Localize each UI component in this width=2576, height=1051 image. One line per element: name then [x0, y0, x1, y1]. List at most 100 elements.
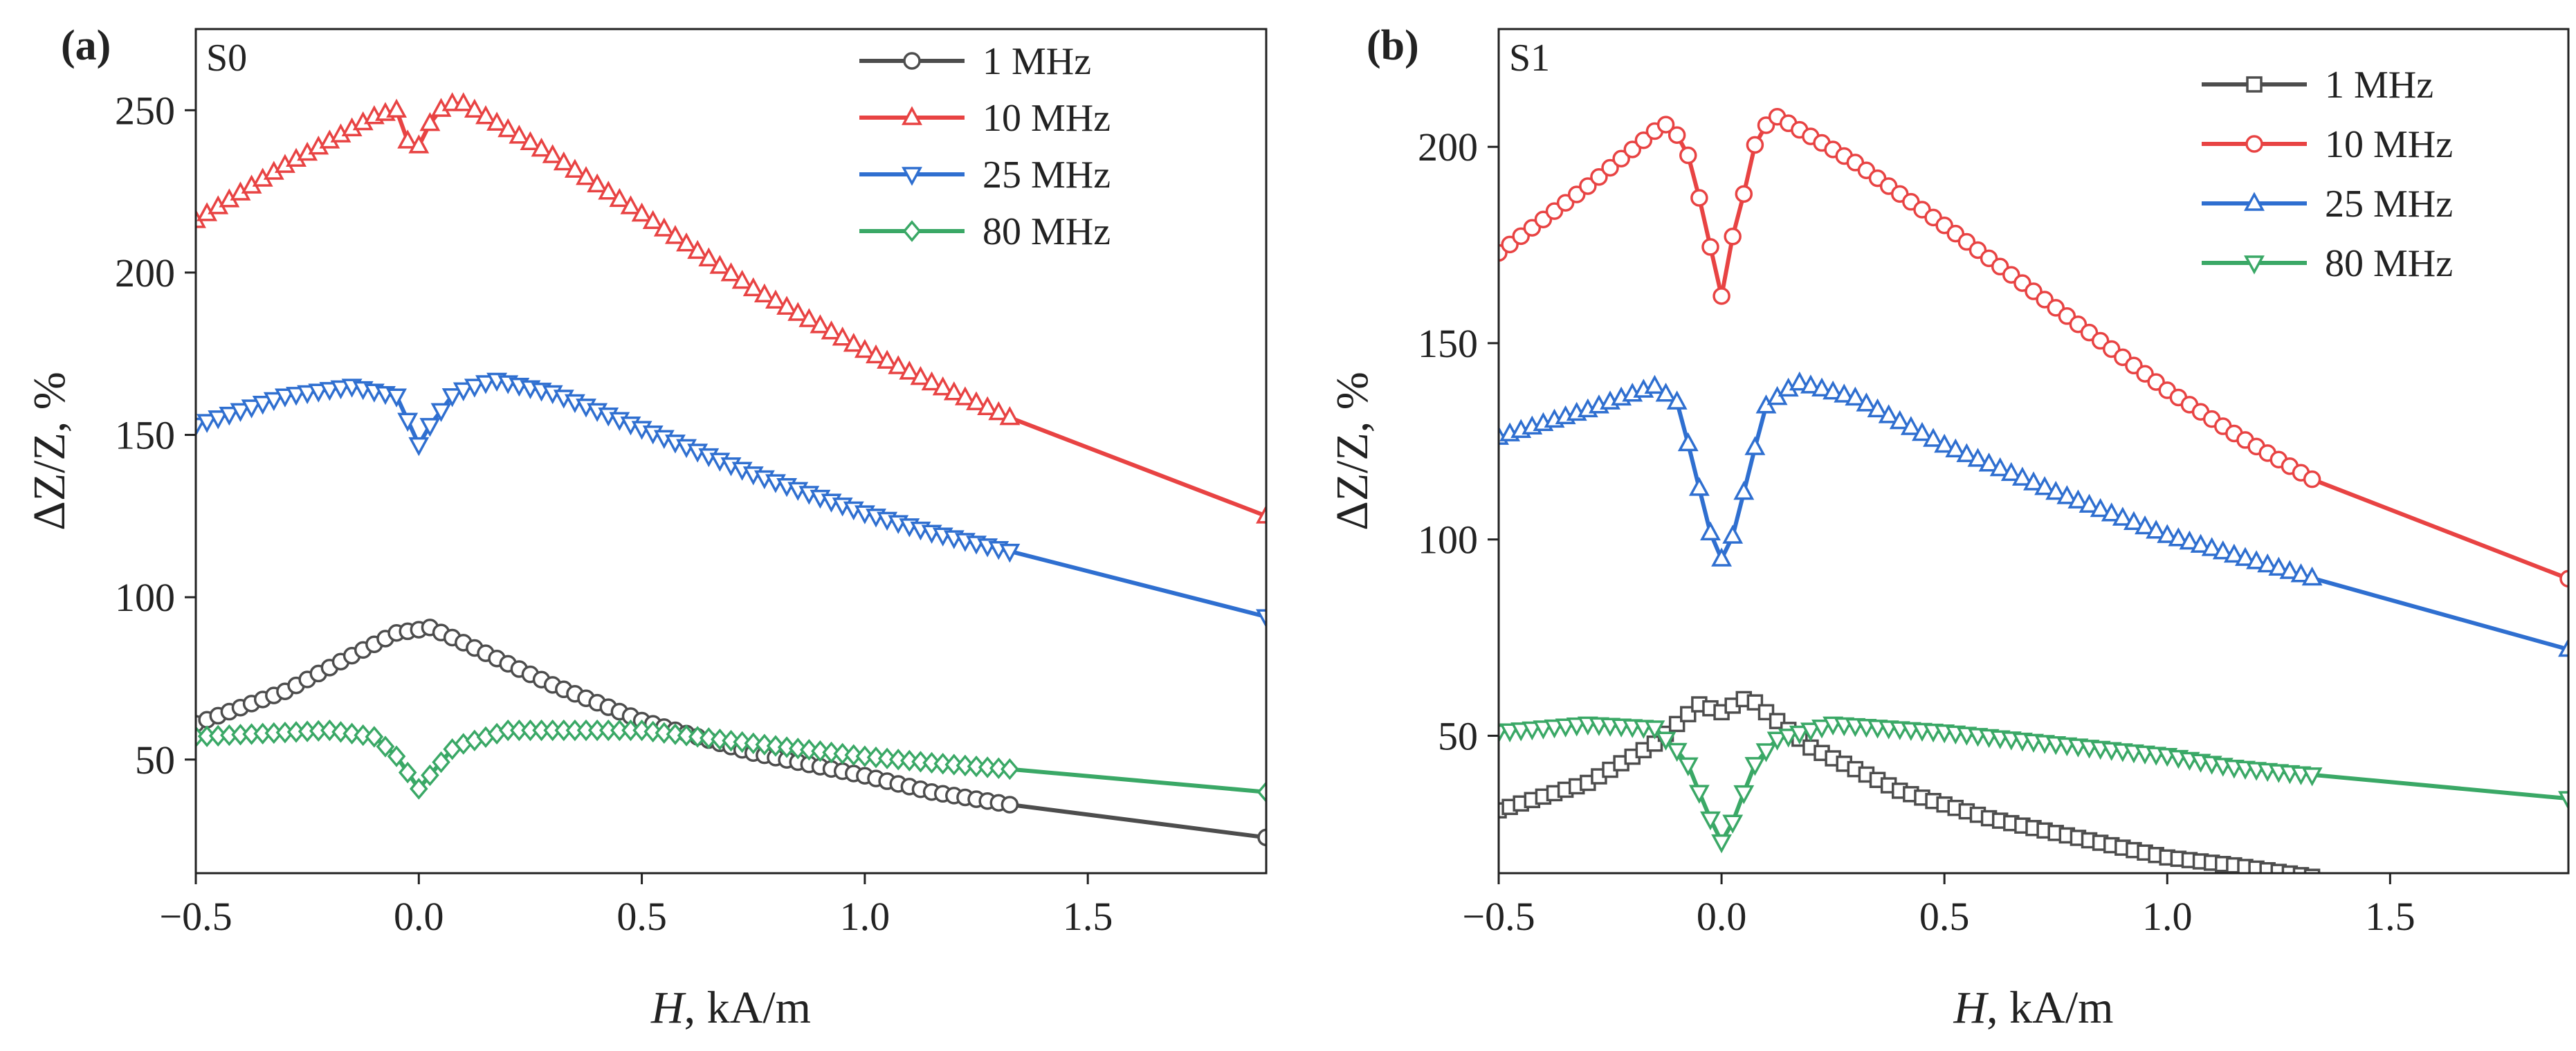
legend-label: 1 MHz [2325, 64, 2433, 107]
data-point [1834, 383, 1855, 403]
data-point [387, 745, 406, 767]
x-tick-label: 0.5 [616, 894, 667, 939]
data-point [408, 437, 430, 457]
data-point [241, 399, 262, 419]
data-point [2246, 550, 2267, 569]
data-point [877, 349, 898, 369]
data-point [2268, 556, 2290, 576]
data-point [800, 738, 819, 761]
data-point [486, 111, 508, 131]
axes-frame [1497, 28, 2570, 875]
data-point [1690, 189, 1708, 207]
data-point [765, 289, 786, 309]
x-tick-label: −0.5 [1462, 894, 1535, 939]
data-point [2212, 540, 2234, 560]
x-axis-label-unit: , kA/m [1986, 983, 2113, 1033]
data-point [409, 778, 428, 800]
data-point [967, 755, 986, 778]
data-point [453, 382, 474, 402]
data-point [1700, 521, 1721, 540]
data-point [1722, 814, 1744, 834]
data-point [2190, 533, 2211, 553]
data-point [386, 388, 408, 408]
data-point [1878, 404, 1899, 423]
x-axis-label-symbol: H [650, 983, 686, 1033]
data-point [900, 749, 919, 772]
data-point [855, 745, 875, 767]
data-point [642, 210, 664, 230]
data-point [419, 112, 441, 131]
data-point [520, 131, 541, 150]
data-point [954, 386, 976, 405]
data-point [977, 396, 998, 416]
data-point [1668, 126, 1686, 144]
legend: 1 MHz 10 MHz 25 MHz 80 MHz [2202, 64, 2453, 285]
data-point [877, 747, 897, 769]
data-point [777, 736, 796, 758]
data-point [1735, 185, 1753, 203]
legend-label: 80 MHz [2325, 242, 2453, 285]
data-point [1688, 785, 1710, 804]
data-point [1634, 131, 1653, 149]
plot-area [1499, 107, 2568, 873]
data-point [744, 732, 763, 755]
data-point [1923, 428, 1944, 447]
data-point [564, 158, 585, 178]
y-tick-label: 50 [1438, 713, 1478, 758]
data-point [2067, 489, 2089, 509]
data-point [911, 751, 930, 773]
legend-item: 10 MHz [2202, 123, 2453, 166]
legend-item: 10 MHz [859, 97, 1111, 140]
data-point [978, 756, 997, 778]
x-tick-label: 1.0 [2142, 894, 2193, 939]
data-point [921, 371, 942, 391]
legend-label: 10 MHz [2325, 123, 2453, 166]
data-point [1590, 167, 1608, 186]
y-tick-label: 100 [115, 575, 175, 620]
data-point [1612, 149, 1630, 168]
data-point [899, 360, 920, 380]
data-point [1700, 811, 1721, 831]
x-tick-label: 1.0 [840, 894, 890, 939]
data-point [798, 308, 820, 327]
data-point [2011, 466, 2033, 486]
data-point [1956, 443, 1977, 462]
legend-label: 80 MHz [983, 210, 1111, 253]
x-axis-label: H, kA/m [650, 983, 811, 1033]
data-point [620, 195, 641, 214]
data-point [1811, 377, 1832, 397]
data-point [509, 125, 530, 144]
data-point [1644, 720, 1665, 740]
data-point [811, 740, 830, 762]
y-axis-label: ΔZ/Z, % [24, 372, 75, 530]
data-point [944, 753, 964, 776]
data-point [688, 726, 707, 748]
data-point [252, 396, 273, 415]
data-point [2023, 471, 2044, 491]
data-point [2559, 569, 2568, 588]
data-point [331, 721, 350, 743]
data-point [1711, 547, 1733, 567]
legend-marker [2246, 76, 2263, 93]
data-point [475, 375, 496, 394]
y-tick-label: 50 [135, 738, 175, 783]
legend-label: 10 MHz [983, 97, 1111, 140]
x-tick-label: 0.5 [1919, 894, 1970, 939]
data-point [631, 202, 652, 222]
data-point [1666, 390, 1688, 410]
data-point [1001, 758, 1019, 780]
chart-panel-b: −0.5 0.0 0.5 1.0 1.5 50 100 150 200 H, kA/m ΔZ/Z, … [1327, 22, 2570, 1033]
data-point [810, 314, 831, 333]
data-point [1856, 392, 1877, 412]
data-point [822, 741, 841, 764]
legend-item: 80 MHz [859, 210, 1111, 253]
data-point [398, 761, 417, 784]
data-point [587, 173, 608, 192]
data-point [2558, 791, 2568, 810]
y-axis-label: ΔZ/Z, % [1327, 372, 1378, 530]
data-point [643, 720, 662, 743]
data-point [531, 137, 552, 157]
data-point [866, 746, 886, 769]
legend-item: 1 MHz [2202, 64, 2433, 107]
